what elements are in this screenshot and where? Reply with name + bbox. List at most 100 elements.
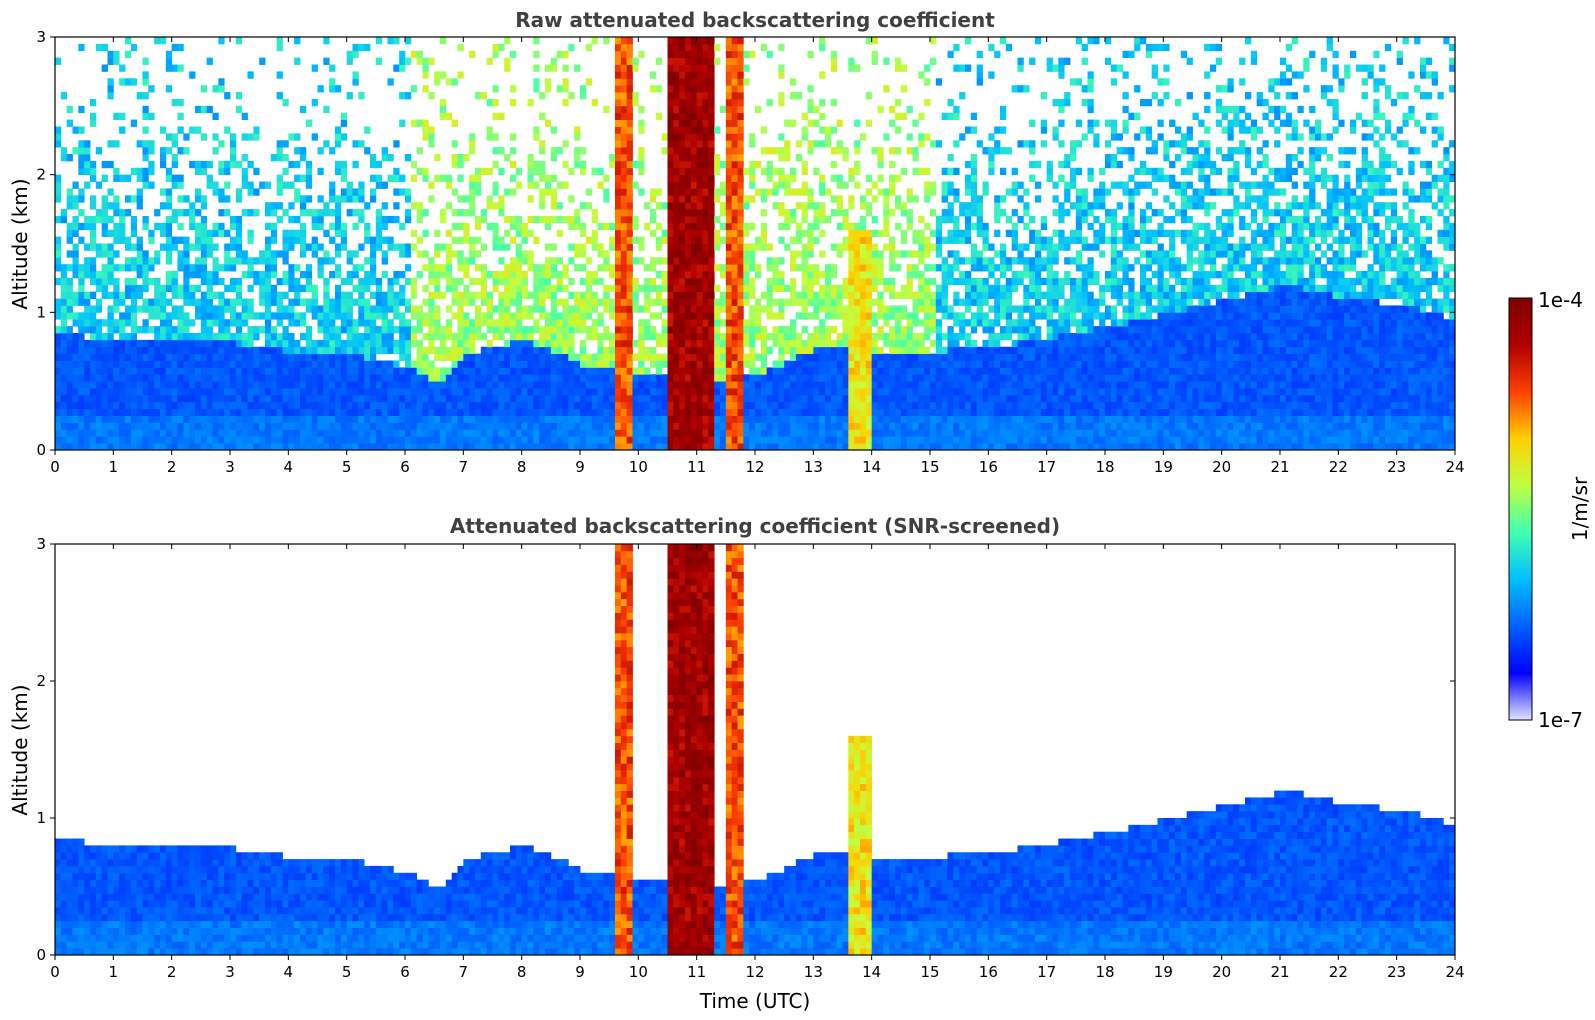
heatmap-cell [399,298,406,306]
heatmap-cell [696,339,703,348]
heatmap-cell [690,112,698,120]
heatmap-cell [352,271,359,279]
heatmap-cell [842,381,849,389]
heatmap-cell [329,85,336,93]
heatmap-cell [615,326,622,334]
heatmap-cell [165,353,173,361]
heatmap-cell [755,312,762,320]
heatmap-cell [825,126,832,134]
heatmap-cell [434,71,441,79]
heatmap-cell [154,415,161,423]
heatmap-cell [66,298,73,306]
heatmap-cell [370,312,377,320]
heatmap-cell [370,326,377,334]
heatmap-cell [387,422,394,430]
heatmap-cell [370,346,377,355]
heatmap-cell [399,429,406,437]
heatmap-cell [737,98,744,107]
heatmap-cell [854,160,861,169]
heatmap-cell [183,353,190,361]
heatmap-cell [801,374,808,382]
heatmap-cell [55,181,62,189]
heatmap-cell [504,374,511,382]
heatmap-cell [725,236,733,244]
heatmap-cell [84,291,91,299]
heatmap-cell [329,271,336,279]
heatmap-cell [154,291,161,299]
heatmap-cell [667,209,674,217]
heatmap-cell [276,43,283,52]
heatmap-cell [486,374,493,382]
heatmap-cell [696,133,703,141]
heatmap-cell [107,388,114,396]
heatmap-cell [469,346,476,355]
heatmap-cell [714,188,721,196]
heatmap-cell [282,257,289,265]
heatmap-cell [539,326,546,334]
heatmap-cell [690,374,698,382]
heatmap-cell [690,50,698,59]
heatmap-cell [836,202,843,210]
heatmap-cell [813,298,820,306]
heatmap-cell [836,209,843,217]
heatmap-cell [679,202,686,210]
heatmap-cell [533,64,540,72]
heatmap-cell [819,43,826,52]
heatmap-cell [235,222,243,231]
heatmap-cell [270,429,278,437]
heatmap-cell [667,312,674,320]
heatmap-cell [469,353,476,361]
heatmap-cell [107,202,114,210]
heatmap-cell [410,85,418,93]
heatmap-cell [626,154,633,162]
heatmap-cell [515,332,523,341]
heatmap-cell [790,443,797,450]
heatmap-cell [55,215,62,224]
heatmap-cell [545,422,552,430]
heatmap-cell [130,422,138,430]
heatmap-cell [504,401,511,410]
heatmap-cell [854,332,861,341]
heatmap-cell [259,291,266,299]
heatmap-cell [679,195,686,203]
heatmap-cell [160,326,167,334]
heatmap-cell [230,312,237,320]
heatmap-cell [755,319,762,327]
heatmap-cell [265,374,272,382]
heatmap-cell [486,339,493,348]
heatmap-cell [212,181,219,189]
heatmap-cell [107,436,114,444]
heatmap-cell [673,374,680,382]
heatmap-cell [177,381,184,389]
heatmap-cell [498,243,505,251]
heatmap-cell [702,37,709,45]
heatmap-cell [265,346,272,355]
heatmap-cell [107,78,114,86]
heatmap-cell [813,236,820,244]
heatmap-cell [498,326,505,334]
heatmap-cell [708,202,715,210]
heatmap-cell [399,57,406,65]
heatmap-cell [760,167,768,176]
heatmap-cell [667,257,674,265]
heatmap-cell [346,339,353,348]
heatmap-cell [148,360,155,368]
heatmap-cell [504,381,511,389]
heatmap-cell [317,222,324,231]
heatmap-cell [836,408,843,416]
heatmap-cell [685,78,692,86]
heatmap-cell [661,374,668,382]
heatmap-cell [165,174,173,182]
heatmap-cell [615,195,622,203]
heatmap-cell [714,215,721,224]
heatmap-cell [60,381,68,389]
heatmap-cell [667,64,674,72]
heatmap-cell [329,360,336,368]
heatmap-cell [410,339,418,348]
heatmap-cell [521,367,528,375]
heatmap-cell [335,291,342,299]
heatmap-cell [241,319,248,327]
heatmap-cell [428,133,435,141]
heatmap-cell [469,415,476,423]
heatmap-cell [329,222,336,231]
